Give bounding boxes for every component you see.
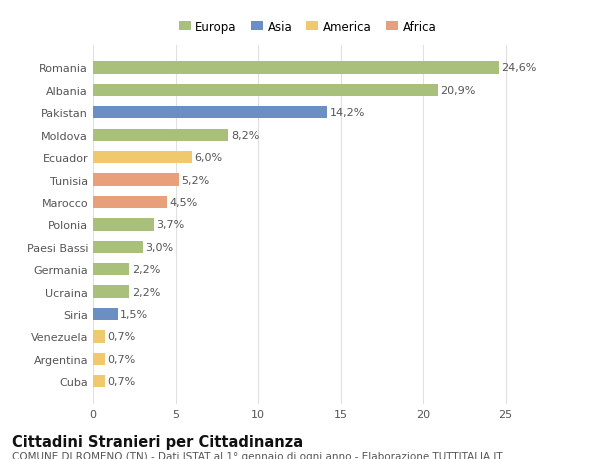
Text: 2,2%: 2,2% [132,287,160,297]
Bar [93,308,118,320]
Text: 20,9%: 20,9% [440,86,476,95]
Bar [93,263,130,276]
Text: Cittadini Stranieri per Cittadinanza: Cittadini Stranieri per Cittadinanza [12,434,303,449]
Bar [93,375,104,388]
Bar [93,174,179,186]
Text: 4,5%: 4,5% [170,197,198,207]
Text: 24,6%: 24,6% [502,63,537,73]
Bar [93,330,104,343]
Bar [93,219,154,231]
Bar [93,353,104,365]
Text: COMUNE DI ROMENO (TN) - Dati ISTAT al 1° gennaio di ogni anno - Elaborazione TUT: COMUNE DI ROMENO (TN) - Dati ISTAT al 1°… [12,451,503,459]
Bar [93,241,143,253]
Text: 0,7%: 0,7% [107,354,135,364]
Text: 1,5%: 1,5% [120,309,148,319]
Legend: Europa, Asia, America, Africa: Europa, Asia, America, Africa [174,16,441,39]
Text: 5,2%: 5,2% [181,175,209,185]
Text: 2,2%: 2,2% [132,265,160,274]
Text: 3,0%: 3,0% [145,242,173,252]
Text: 8,2%: 8,2% [231,130,259,140]
Bar [93,151,192,164]
Bar [93,84,438,97]
Text: 3,7%: 3,7% [157,220,185,230]
Text: 6,0%: 6,0% [194,153,223,163]
Text: 0,7%: 0,7% [107,332,135,342]
Text: 14,2%: 14,2% [330,108,365,118]
Text: 0,7%: 0,7% [107,376,135,386]
Bar [93,107,328,119]
Bar [93,286,130,298]
Bar [93,62,499,74]
Bar [93,196,167,209]
Bar [93,129,228,141]
